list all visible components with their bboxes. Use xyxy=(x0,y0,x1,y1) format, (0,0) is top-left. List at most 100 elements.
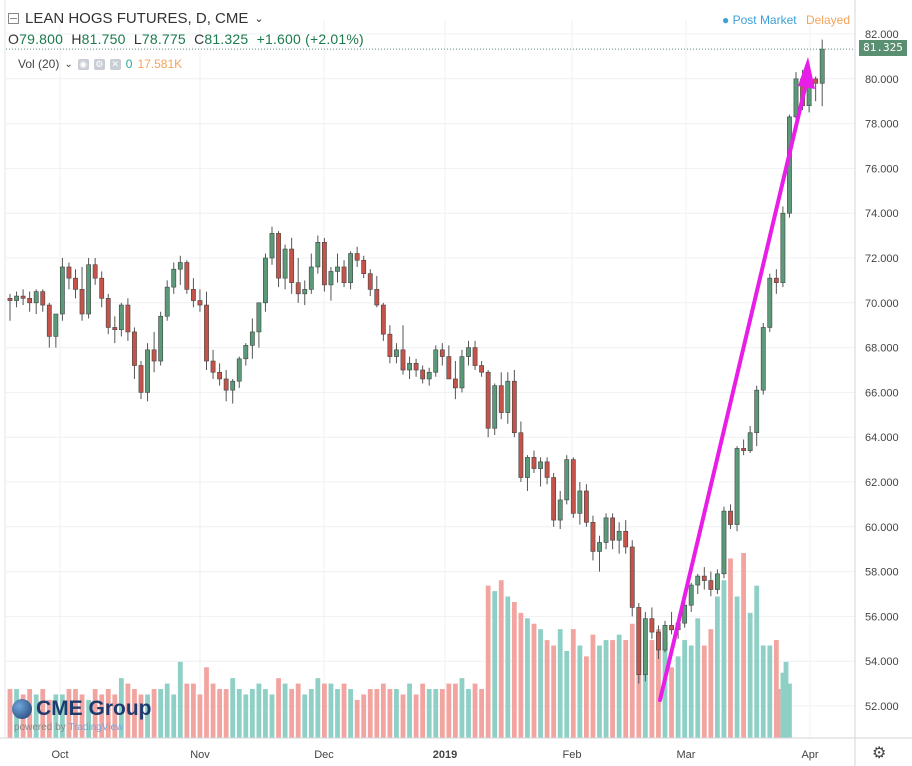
volume-bar xyxy=(701,645,707,738)
volume-bar xyxy=(780,672,786,738)
volume-bar xyxy=(191,683,196,738)
eye-icon[interactable]: ◉ xyxy=(77,58,89,70)
candle-body xyxy=(308,266,314,290)
x-axis-labels: Oct Nov Dec 2019 Feb Mar Apr xyxy=(51,749,818,761)
gear-icon[interactable]: ⚙ xyxy=(872,745,887,762)
candle-body xyxy=(348,253,353,283)
volume-bar xyxy=(616,634,622,738)
low-label: L xyxy=(133,31,142,47)
volume-bars xyxy=(7,553,792,738)
volume-bar xyxy=(603,640,609,738)
candle-body xyxy=(204,304,209,362)
candle-body xyxy=(531,457,537,469)
candle-body xyxy=(741,448,746,451)
brand-name: CME Group xyxy=(36,697,152,720)
volume-label[interactable]: Vol (20) xyxy=(18,57,60,71)
candle-body xyxy=(426,371,432,380)
candle-body xyxy=(361,259,367,274)
gear-icon[interactable]: ⚙ xyxy=(93,58,105,70)
volume-bar xyxy=(531,623,537,738)
candle-body xyxy=(191,289,196,301)
close-label: C xyxy=(194,31,205,47)
y-tick-label: 60.000 xyxy=(865,522,899,534)
volume-bar xyxy=(485,585,491,738)
candle-body xyxy=(656,631,661,651)
volume-bar xyxy=(551,645,557,738)
volume-bar xyxy=(295,683,301,738)
post-market-status: ● Post Market xyxy=(722,13,797,27)
volume-bar xyxy=(492,591,498,738)
ohlc-readout: O79.800 H81.750 L78.775 C81.325 +1.600 (… xyxy=(8,31,364,47)
volume-bar xyxy=(459,678,465,738)
candle-body xyxy=(616,530,622,541)
volume-bar xyxy=(767,645,773,738)
candle-body xyxy=(819,48,825,84)
volume-bar xyxy=(557,629,563,738)
candle-body xyxy=(315,242,321,268)
x-tick-label: 2019 xyxy=(433,749,457,761)
volume-bar xyxy=(577,645,583,738)
candle-body xyxy=(289,248,295,283)
volume-bar xyxy=(760,645,766,738)
candle-body xyxy=(577,490,583,514)
y-tick-label: 66.000 xyxy=(865,387,899,399)
candle-body xyxy=(701,575,707,581)
high-value: 81.750 xyxy=(81,31,126,47)
menu-icon[interactable] xyxy=(8,13,19,24)
y-tick-label: 82.000 xyxy=(865,29,899,41)
volume-bar xyxy=(466,689,471,738)
volume-bar xyxy=(754,585,760,738)
candle-body xyxy=(302,289,308,295)
candle-body xyxy=(73,277,78,290)
candle-body xyxy=(223,378,229,391)
candle-body xyxy=(40,291,46,306)
candle-body xyxy=(400,349,406,371)
candle-body xyxy=(151,349,157,362)
volume-bar xyxy=(197,694,203,738)
volume-bar xyxy=(570,629,576,738)
candle-body xyxy=(610,517,615,541)
candle-body xyxy=(760,327,766,391)
change-percent: (+2.01%) xyxy=(305,31,364,47)
volume-bar xyxy=(328,683,334,738)
y-tick-label: 70.000 xyxy=(865,298,899,310)
candle-body xyxy=(505,380,511,413)
candle-body xyxy=(420,369,426,380)
volume-bar xyxy=(688,645,694,738)
tradingview-link[interactable]: TradingView xyxy=(68,722,124,733)
low-value: 78.775 xyxy=(141,31,186,47)
candle-body xyxy=(544,461,550,478)
volume-zero: 0 xyxy=(125,57,133,71)
x-tick-label: Nov xyxy=(190,749,210,761)
candle-body xyxy=(66,266,72,279)
close-icon[interactable]: ✕ xyxy=(109,58,121,70)
chart-title[interactable]: LEAN HOGS FUTURES, D, CME xyxy=(25,10,249,27)
volume-bar xyxy=(511,601,517,738)
candle-body xyxy=(394,349,399,357)
volume-bar xyxy=(472,683,478,738)
candle-body xyxy=(452,378,458,389)
volume-bar xyxy=(40,689,46,738)
volume-bar xyxy=(177,661,183,738)
x-tick-label: Apr xyxy=(801,749,818,761)
volume-bar xyxy=(453,683,458,738)
candle-body xyxy=(99,277,105,299)
chevron-down-icon[interactable]: ⌄ xyxy=(64,58,73,70)
candle-body xyxy=(210,360,216,373)
candle-body xyxy=(747,432,753,451)
chevron-down-icon[interactable]: ⌄ xyxy=(254,13,264,25)
candle-body xyxy=(459,356,465,389)
trend-arrow-annotation xyxy=(658,57,815,702)
candle-body xyxy=(27,298,33,304)
candle-body xyxy=(59,266,65,315)
volume-bar xyxy=(289,689,295,738)
high-label: H xyxy=(71,31,82,47)
close-value: 81.325 xyxy=(204,31,249,47)
volume-bar xyxy=(204,667,209,738)
y-tick-label: 54.000 xyxy=(865,656,899,668)
candle-body xyxy=(249,331,255,346)
candle-body xyxy=(171,268,177,288)
candle-body xyxy=(721,510,727,575)
